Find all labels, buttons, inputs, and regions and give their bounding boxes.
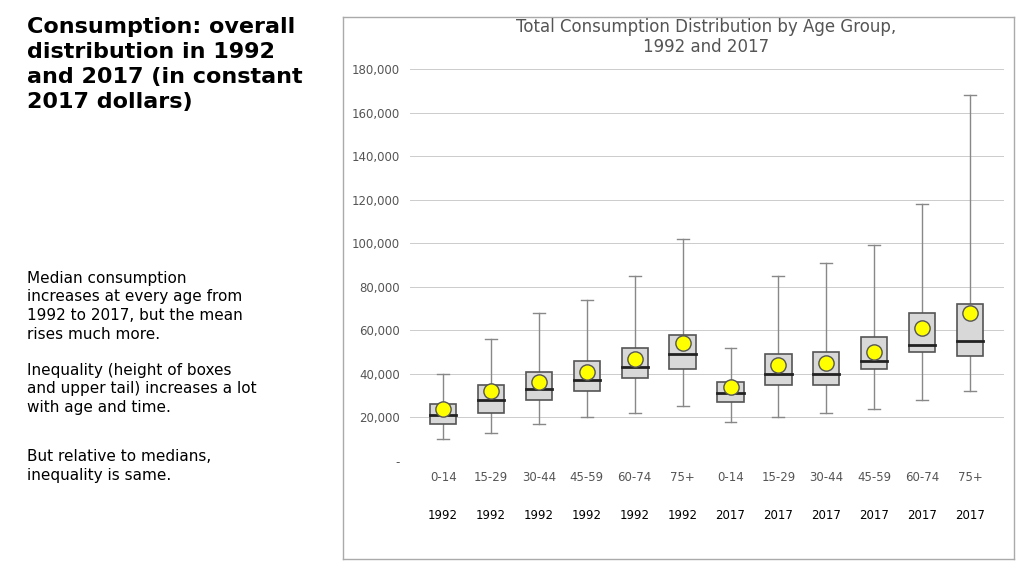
Bar [909, 313, 935, 352]
Bar [525, 372, 552, 400]
Bar [861, 337, 888, 369]
Bar [430, 404, 457, 424]
Bar [718, 382, 743, 402]
Bar [670, 335, 695, 369]
Title: Total Consumption Distribution by Age Group,
1992 and 2017: Total Consumption Distribution by Age Gr… [516, 18, 897, 56]
Text: But relative to medians,
inequality is same.: But relative to medians, inequality is s… [28, 449, 212, 483]
Text: Median consumption
increases at every age from
1992 to 2017, but the mean
rises : Median consumption increases at every ag… [28, 271, 243, 342]
Bar [478, 385, 504, 413]
Bar [573, 361, 600, 391]
Bar [813, 352, 840, 385]
Text: Consumption: overall
distribution in 1992
and 2017 (in constant
2017 dollars): Consumption: overall distribution in 199… [28, 17, 303, 112]
Bar [622, 348, 648, 378]
Bar [765, 354, 792, 385]
Bar [956, 304, 983, 357]
Text: Inequality (height of boxes
and upper tail) increases a lot
with age and time.: Inequality (height of boxes and upper ta… [28, 363, 257, 415]
